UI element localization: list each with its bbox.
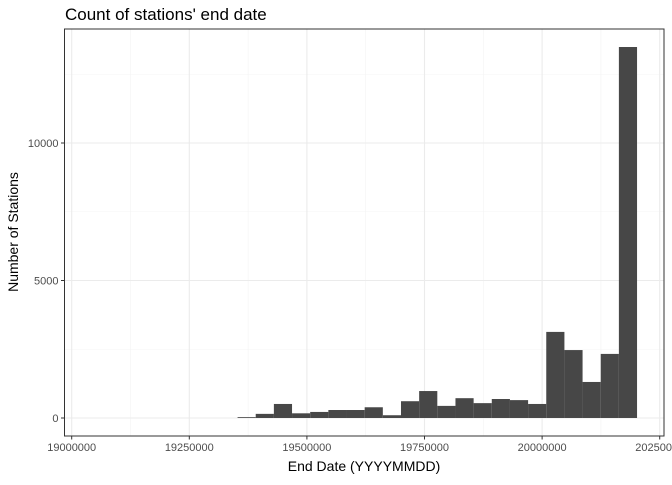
histogram-bar <box>328 410 347 418</box>
y-axis-label: Number of Stations <box>5 172 21 292</box>
y-tick-label: 10000 <box>28 138 59 150</box>
histogram-bar <box>346 410 365 418</box>
x-tick-label: 20250000 <box>635 442 672 454</box>
histogram-bar <box>382 415 401 418</box>
x-tick-label: 19750000 <box>400 442 449 454</box>
panel-border <box>64 28 665 437</box>
histogram-bar <box>491 399 510 418</box>
histogram-bar <box>509 400 529 418</box>
y-tick-label: 0 <box>52 413 58 425</box>
histogram-bar <box>419 391 438 418</box>
histogram-bar <box>564 350 583 418</box>
x-axis: 19000000 19250000 19500000 19750000 20000000… <box>47 436 672 454</box>
grid <box>64 29 664 436</box>
histogram-bar <box>528 403 547 418</box>
y-tick-label: 5000 <box>34 275 58 287</box>
histogram-bar <box>455 398 474 418</box>
histogram-bar <box>273 403 293 418</box>
histogram-bar <box>600 353 619 418</box>
histogram-bar <box>618 47 638 418</box>
x-tick-label: 19000000 <box>47 442 96 454</box>
histogram-bar <box>473 403 492 418</box>
histogram-bar <box>237 417 256 418</box>
y-axis: 0 5000 10000 <box>28 138 65 425</box>
histogram-bar <box>364 407 383 418</box>
x-tick-label: 20000000 <box>518 442 567 454</box>
histogram-bar <box>255 413 274 418</box>
histogram-bar <box>292 413 311 418</box>
histogram-bar <box>437 405 456 418</box>
histogram-bar <box>310 411 329 418</box>
histogram-bar <box>546 331 565 418</box>
x-tick-label: 19500000 <box>282 442 331 454</box>
histogram-bar <box>400 401 420 418</box>
histogram-bar <box>582 381 601 418</box>
x-axis-label: End Date (YYYYMMDD) <box>288 458 440 474</box>
bars <box>237 47 638 418</box>
chart-title: Count of stations' end date <box>65 5 267 24</box>
x-tick-label: 19250000 <box>165 442 214 454</box>
